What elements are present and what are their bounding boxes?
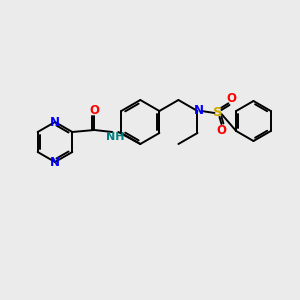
Text: S: S [213, 106, 222, 119]
Text: O: O [217, 124, 226, 137]
Text: O: O [89, 104, 99, 118]
Text: N: N [50, 116, 60, 128]
Text: N: N [50, 155, 60, 169]
Text: NH: NH [106, 132, 124, 142]
Text: O: O [226, 92, 236, 106]
Text: N: N [194, 103, 203, 116]
